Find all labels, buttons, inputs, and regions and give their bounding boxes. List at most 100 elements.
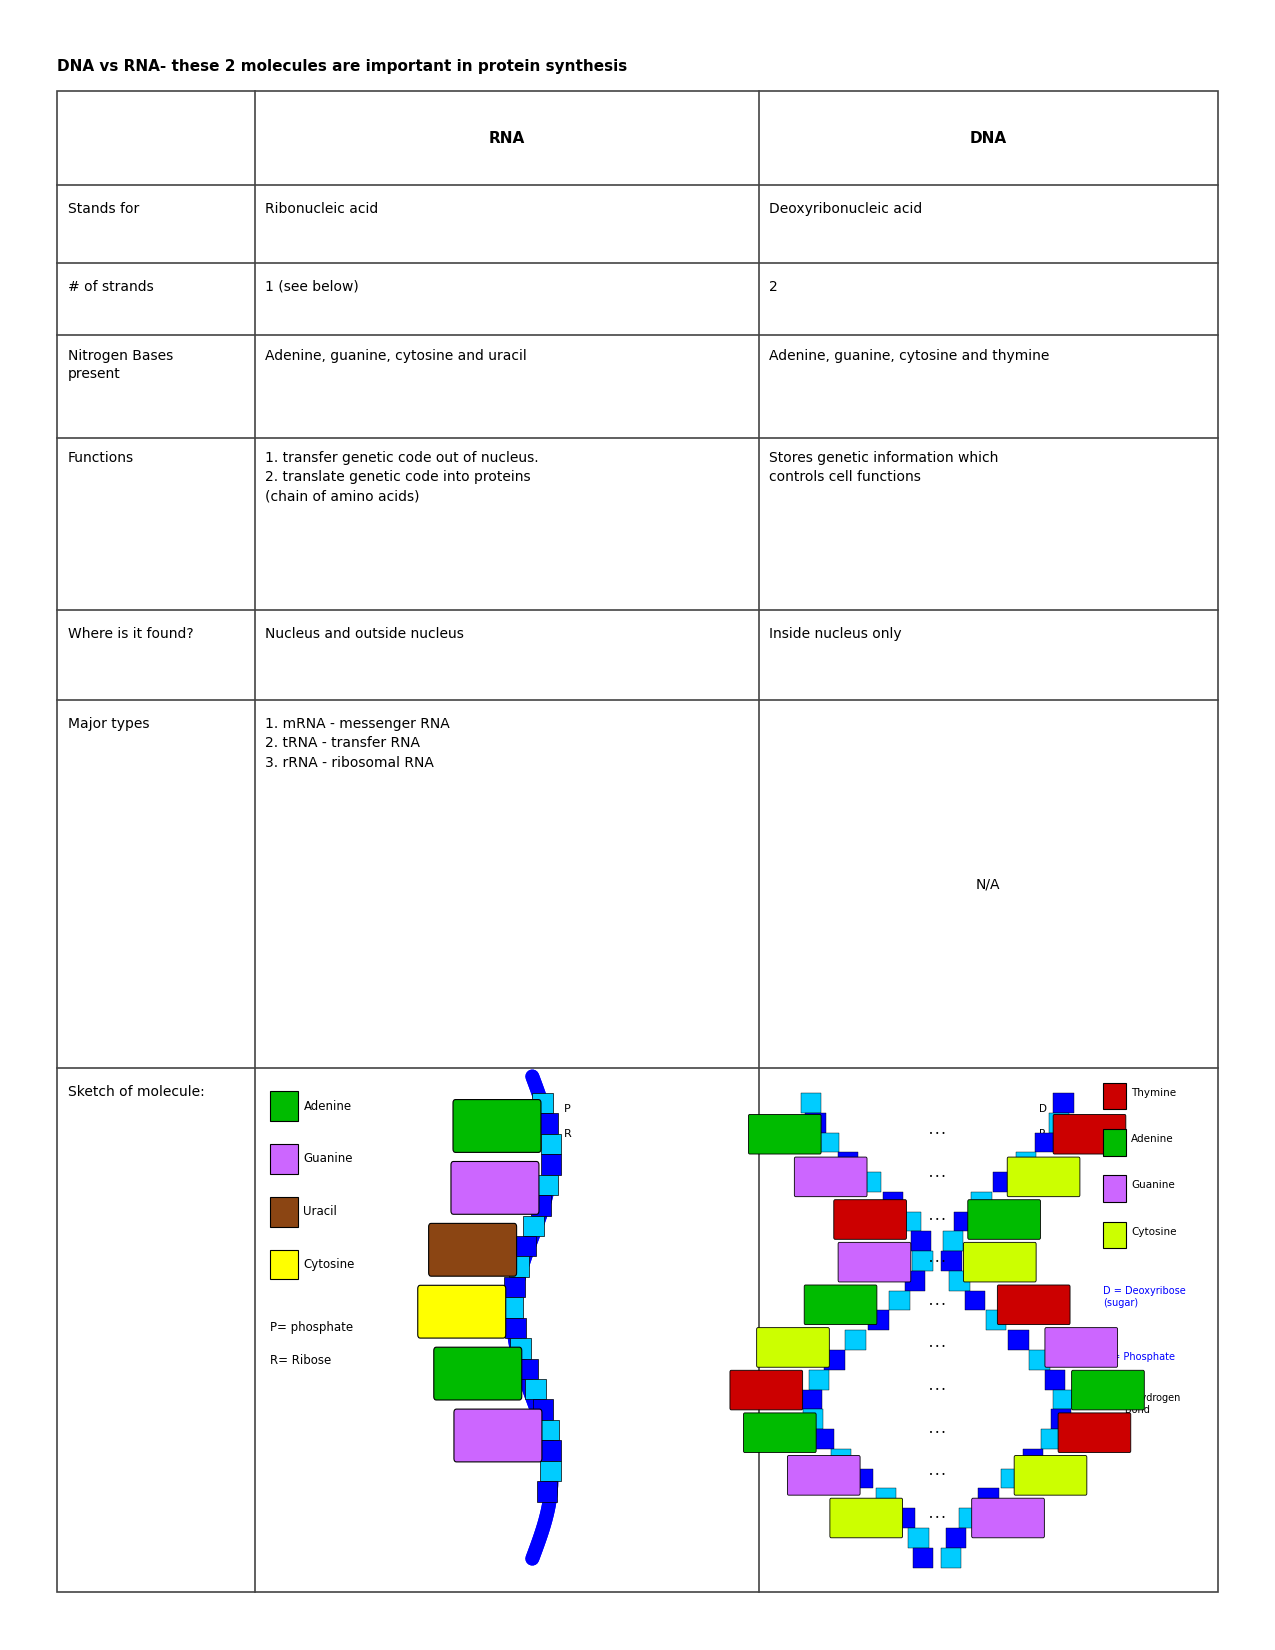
Bar (808, 1370, 829, 1389)
Bar (993, 1172, 1014, 1191)
Bar (515, 1236, 536, 1256)
Text: • • •: • • • (929, 1472, 945, 1478)
Bar (941, 1251, 961, 1270)
FancyBboxPatch shape (968, 1200, 1040, 1239)
FancyBboxPatch shape (1071, 1370, 1144, 1409)
Bar (954, 1211, 974, 1231)
Bar (895, 1508, 915, 1528)
Bar (541, 1460, 561, 1482)
Bar (518, 1358, 538, 1379)
Bar (813, 1429, 834, 1449)
Text: Inside nucleus only: Inside nucleus only (769, 627, 901, 640)
Text: P: P (564, 1104, 571, 1114)
Bar (509, 1256, 529, 1277)
Text: Where is it found?: Where is it found? (68, 627, 194, 640)
FancyBboxPatch shape (805, 1285, 877, 1325)
Bar (949, 1270, 969, 1290)
Bar (530, 1195, 551, 1216)
Text: • • •: • • • (929, 1259, 945, 1266)
Text: • • •: • • • (929, 1216, 945, 1223)
Bar (965, 1290, 986, 1310)
Text: • • •  Hydrogen
       Bond: • • • Hydrogen Bond (1103, 1393, 1181, 1416)
Text: Cytosine: Cytosine (303, 1257, 354, 1270)
FancyBboxPatch shape (1007, 1157, 1080, 1196)
Text: Uracil: Uracil (303, 1204, 338, 1218)
Bar (541, 1134, 561, 1155)
FancyBboxPatch shape (434, 1346, 521, 1399)
FancyBboxPatch shape (454, 1409, 542, 1462)
Bar (533, 1399, 553, 1419)
Text: Cytosine: Cytosine (1131, 1226, 1177, 1236)
Text: Stands for: Stands for (68, 201, 139, 216)
Bar (882, 1191, 903, 1211)
FancyBboxPatch shape (834, 1200, 907, 1239)
Text: RNA: RNA (488, 130, 525, 145)
Bar (806, 1112, 826, 1132)
Text: R: R (564, 1129, 572, 1138)
Bar (523, 1216, 543, 1236)
Bar (831, 1449, 852, 1468)
FancyBboxPatch shape (1046, 1328, 1118, 1368)
Bar (1009, 1330, 1029, 1350)
Bar (1053, 1092, 1074, 1112)
FancyBboxPatch shape (748, 1114, 821, 1153)
FancyBboxPatch shape (1058, 1412, 1131, 1452)
Bar (972, 1191, 992, 1211)
Bar (1103, 1221, 1126, 1247)
Bar (838, 1152, 858, 1171)
Text: P = Phosphate: P = Phosphate (1103, 1351, 1174, 1361)
Bar (801, 1389, 821, 1409)
Bar (525, 1379, 546, 1399)
Bar (1103, 1129, 1126, 1155)
Bar (270, 1196, 298, 1226)
Text: Nucleus and outside nucleus: Nucleus and outside nucleus (265, 627, 464, 640)
FancyBboxPatch shape (731, 1370, 803, 1409)
FancyBboxPatch shape (756, 1328, 829, 1368)
Bar (905, 1270, 926, 1290)
Bar (537, 1482, 557, 1502)
FancyBboxPatch shape (453, 1099, 541, 1152)
FancyBboxPatch shape (451, 1162, 539, 1214)
Text: • • •: • • • (929, 1388, 945, 1393)
Bar (1051, 1409, 1071, 1429)
Text: Nitrogen Bases
present: Nitrogen Bases present (68, 348, 173, 381)
Bar (270, 1091, 298, 1120)
Bar (1048, 1112, 1068, 1132)
Text: Deoxyribonucleic acid: Deoxyribonucleic acid (769, 201, 922, 216)
Bar (1029, 1350, 1049, 1369)
Text: Guanine: Guanine (303, 1152, 353, 1165)
Bar (1046, 1370, 1066, 1389)
Text: DNA: DNA (969, 130, 1007, 145)
Text: Adenine, guanine, cytosine and uracil: Adenine, guanine, cytosine and uracil (265, 348, 527, 363)
Bar (504, 1297, 524, 1318)
Bar (1001, 1468, 1021, 1488)
Bar (1035, 1132, 1056, 1152)
Bar (819, 1132, 839, 1152)
FancyBboxPatch shape (997, 1285, 1070, 1325)
FancyBboxPatch shape (743, 1412, 816, 1452)
Text: # of strands: # of strands (68, 280, 153, 294)
Bar (538, 1114, 558, 1134)
Text: D: D (1039, 1104, 1047, 1114)
Bar (532, 1092, 552, 1114)
Bar (1103, 1082, 1126, 1109)
Bar (913, 1548, 933, 1567)
Bar (876, 1488, 896, 1508)
Bar (946, 1528, 966, 1548)
Bar (541, 1155, 561, 1175)
Text: Adenine, guanine, cytosine and thymine: Adenine, guanine, cytosine and thymine (769, 348, 1049, 363)
FancyBboxPatch shape (1014, 1455, 1086, 1495)
Text: • • •: • • • (929, 1345, 945, 1350)
Bar (270, 1249, 298, 1279)
Text: Ribonucleic acid: Ribonucleic acid (265, 201, 379, 216)
Bar (889, 1290, 909, 1310)
Text: Guanine: Guanine (1131, 1180, 1174, 1190)
Bar (1023, 1449, 1043, 1468)
Text: 2: 2 (769, 280, 778, 294)
Text: • • •: • • • (929, 1302, 945, 1308)
Bar (1053, 1389, 1074, 1409)
Text: DNA vs RNA- these 2 molecules are important in protein synthesis: DNA vs RNA- these 2 molecules are import… (57, 59, 627, 74)
Text: Adenine: Adenine (303, 1099, 352, 1112)
Bar (978, 1488, 998, 1508)
Bar (541, 1440, 561, 1460)
